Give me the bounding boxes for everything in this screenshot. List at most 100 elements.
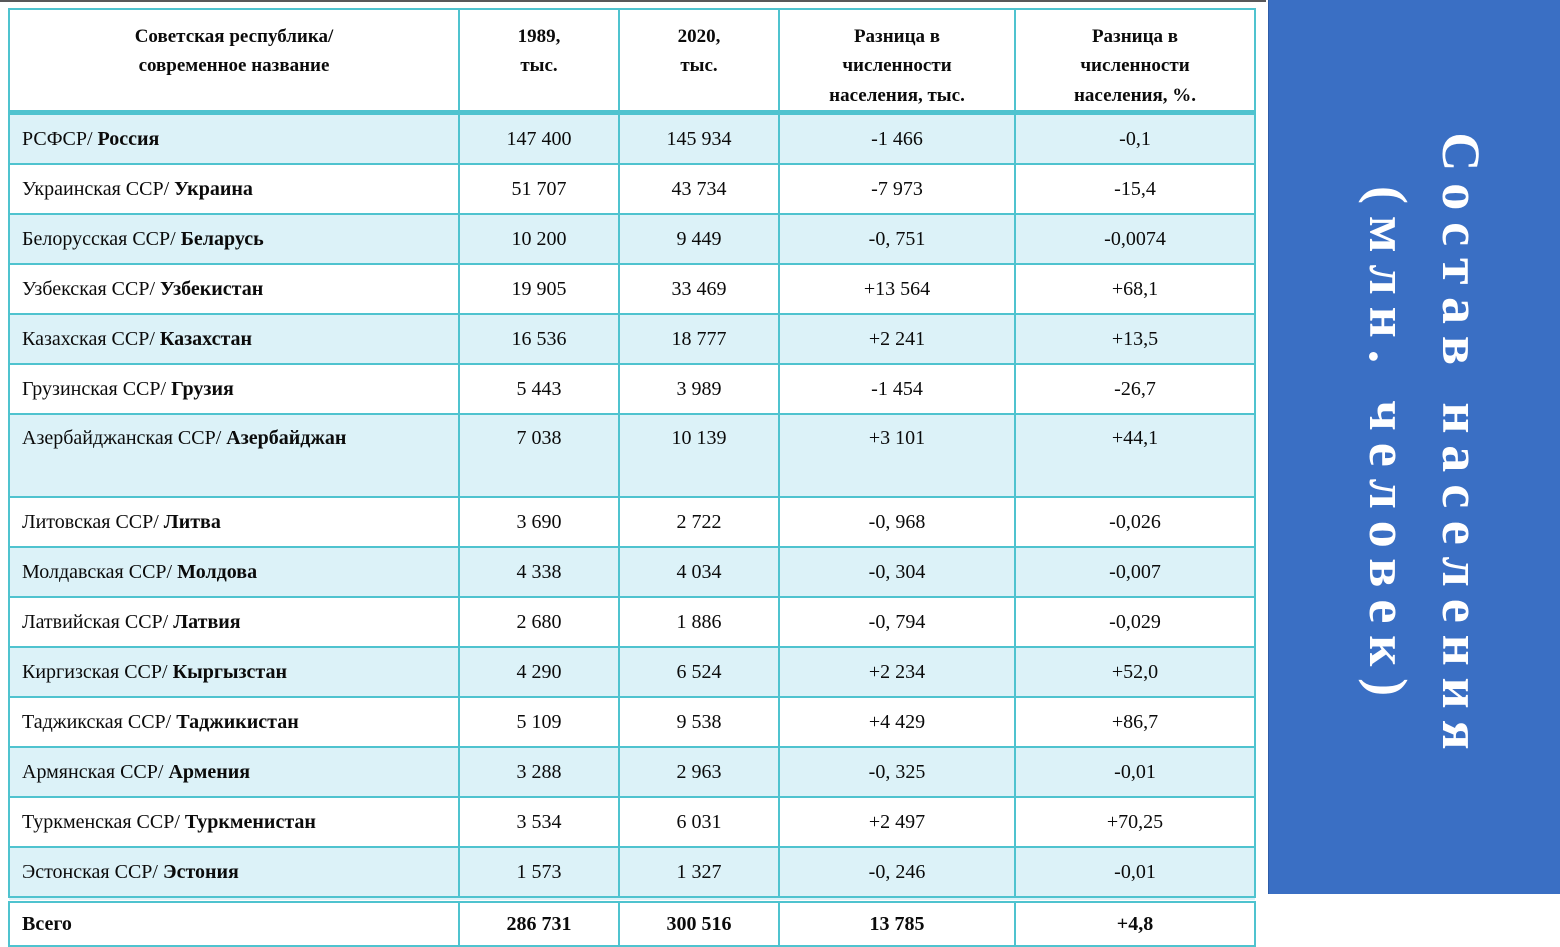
republic-modern-name: Латвия — [173, 610, 241, 633]
total-row: Всего 286 731 300 516 13 785 +4,8 — [8, 896, 1256, 947]
republic-soviet-name: Молдавская ССР/ — [22, 560, 173, 583]
diff-percent-cell: -0,1 — [1014, 111, 1256, 166]
republic-modern-name: Узбекистан — [160, 277, 264, 300]
republic-modern-name: Таджикистан — [176, 710, 299, 733]
republic-modern-name: Кыргызстан — [172, 660, 288, 683]
header-republic: Советская республика/ современное назван… — [8, 8, 460, 116]
table-row: Украинская ССР/ Украина 51 707 43 734 -7… — [8, 163, 1256, 216]
republic-modern-name: Грузия — [171, 377, 234, 400]
republic-soviet-name: Казахская ССР/ — [22, 327, 155, 350]
pop-1989-cell: 5 109 — [458, 696, 620, 749]
republic-cell: Литовская ССР/ Литва — [8, 496, 460, 549]
pop-2020-cell: 145 934 — [618, 111, 780, 166]
diff-thousands-cell: +4 429 — [778, 696, 1016, 749]
diff-thousands-cell: -0, 325 — [778, 746, 1016, 799]
pop-1989-cell: 4 290 — [458, 646, 620, 699]
diff-percent-cell: -15,4 — [1014, 163, 1256, 216]
pop-2020-cell: 2 722 — [618, 496, 780, 549]
total-pop-2020-cell: 300 516 — [618, 896, 780, 947]
table-header: Советская республика/ современное назван… — [8, 8, 1256, 116]
republic-cell: Узбекская ССР/ Узбекистан — [8, 263, 460, 316]
republic-modern-name: Эстония — [163, 860, 239, 883]
table-row: Эстонская ССР/ Эстония 1 573 1 327 -0, 2… — [8, 846, 1256, 901]
pop-1989-cell: 4 338 — [458, 546, 620, 599]
pop-1989-cell: 3 288 — [458, 746, 620, 799]
pop-2020-cell: 10 139 — [618, 413, 780, 499]
table-row: Латвийская ССР/ Латвия 2 680 1 886 -0, 7… — [8, 596, 1256, 649]
table-row: Казахская ССР/ Казахстан 16 536 18 777 +… — [8, 313, 1256, 366]
pop-2020-cell: 3 989 — [618, 363, 780, 416]
header-diff-thousands: Разница в численности населения, тыс. — [778, 8, 1016, 116]
pop-1989-cell: 16 536 — [458, 313, 620, 366]
diff-percent-cell: +70,25 — [1014, 796, 1256, 849]
republic-soviet-name: Литовская ССР/ — [22, 510, 159, 533]
pop-1989-cell: 147 400 — [458, 111, 620, 166]
republic-modern-name: Литва — [163, 510, 221, 533]
table-body: РСФСР/ Россия 147 400 145 934 -1 466 -0,… — [8, 111, 1256, 901]
table-footer: Всего 286 731 300 516 13 785 +4,8 — [8, 896, 1256, 947]
table-row: Киргизская ССР/ Кыргызстан 4 290 6 524 +… — [8, 646, 1256, 699]
sidebar-panel: Состав населения (млн. человек) — [1268, 0, 1560, 894]
diff-percent-cell: +52,0 — [1014, 646, 1256, 699]
diff-percent-cell: +86,7 — [1014, 696, 1256, 749]
pop-1989-cell: 19 905 — [458, 263, 620, 316]
pop-2020-cell: 9 538 — [618, 696, 780, 749]
pop-1989-cell: 1 573 — [458, 846, 620, 901]
table-row: Узбекская ССР/ Узбекистан 19 905 33 469 … — [8, 263, 1256, 316]
republic-cell: Украинская ССР/ Украина — [8, 163, 460, 216]
pop-1989-cell: 51 707 — [458, 163, 620, 216]
pop-1989-cell: 7 038 — [458, 413, 620, 499]
total-diff-thousands-cell: 13 785 — [778, 896, 1016, 947]
header-diff-percent: Разница в численности населения, %. — [1014, 8, 1256, 116]
republic-soviet-name: Узбекская ССР/ — [22, 277, 156, 300]
republic-cell: РСФСР/ Россия — [8, 111, 460, 166]
republic-soviet-name: Армянская ССР/ — [22, 760, 164, 783]
republic-modern-name: Азербайджан — [226, 427, 347, 450]
republic-cell: Таджикская ССР/ Таджикистан — [8, 696, 460, 749]
republic-modern-name: Армения — [168, 760, 251, 783]
republic-soviet-name: Таджикская ССР/ — [22, 710, 172, 733]
total-diff-percent-cell: +4,8 — [1014, 896, 1256, 947]
diff-thousands-cell: -0, 304 — [778, 546, 1016, 599]
table-row: Туркменская ССР/ Туркменистан 3 534 6 03… — [8, 796, 1256, 849]
diff-thousands-cell: -1 466 — [778, 111, 1016, 166]
diff-thousands-cell: -0, 794 — [778, 596, 1016, 649]
republic-soviet-name: Грузинская ССР/ — [22, 377, 167, 400]
republic-modern-name: Казахстан — [159, 327, 253, 350]
pop-1989-cell: 3 690 — [458, 496, 620, 549]
table-row: Литовская ССР/ Литва 3 690 2 722 -0, 968… — [8, 496, 1256, 549]
republic-soviet-name: Азербайджанская ССР/ — [22, 427, 222, 450]
pop-2020-cell: 1 327 — [618, 846, 780, 901]
diff-percent-cell: +13,5 — [1014, 313, 1256, 366]
pop-1989-cell: 10 200 — [458, 213, 620, 266]
total-label-cell: Всего — [8, 896, 460, 947]
sidebar-title-line1: Состав населения — [1430, 132, 1491, 762]
republic-modern-name: Туркменистан — [184, 810, 316, 833]
diff-thousands-cell: +2 234 — [778, 646, 1016, 699]
slide-top-edge — [0, 0, 1266, 2]
diff-thousands-cell: +2 241 — [778, 313, 1016, 366]
diff-thousands-cell: +13 564 — [778, 263, 1016, 316]
pop-1989-cell: 2 680 — [458, 596, 620, 649]
republic-cell: Белорусская ССР/ Беларусь — [8, 213, 460, 266]
pop-2020-cell: 6 524 — [618, 646, 780, 699]
diff-thousands-cell: -0, 968 — [778, 496, 1016, 549]
table-row: РСФСР/ Россия 147 400 145 934 -1 466 -0,… — [8, 111, 1256, 166]
republic-cell: Туркменская ССР/ Туркменистан — [8, 796, 460, 849]
table-row: Белорусская ССР/ Беларусь 10 200 9 449 -… — [8, 213, 1256, 266]
republic-cell: Казахская ССР/ Казахстан — [8, 313, 460, 366]
pop-2020-cell: 33 469 — [618, 263, 780, 316]
republic-cell: Латвийская ССР/ Латвия — [8, 596, 460, 649]
header-1989: 1989, тыс. — [458, 8, 620, 116]
table-row: Грузинская ССР/ Грузия 5 443 3 989 -1 45… — [8, 363, 1256, 416]
republic-cell: Молдавская ССР/ Молдова — [8, 546, 460, 599]
republic-soviet-name: Эстонская ССР/ — [22, 860, 158, 883]
republic-soviet-name: Киргизская ССР/ — [22, 660, 168, 683]
republic-soviet-name: РСФСР/ — [22, 127, 93, 150]
diff-percent-cell: -0,01 — [1014, 746, 1256, 799]
republic-modern-name: Украина — [174, 177, 253, 200]
republic-cell: Армянская ССР/ Армения — [8, 746, 460, 799]
diff-thousands-cell: +3 101 — [778, 413, 1016, 499]
pop-2020-cell: 2 963 — [618, 746, 780, 799]
pop-2020-cell: 6 031 — [618, 796, 780, 849]
